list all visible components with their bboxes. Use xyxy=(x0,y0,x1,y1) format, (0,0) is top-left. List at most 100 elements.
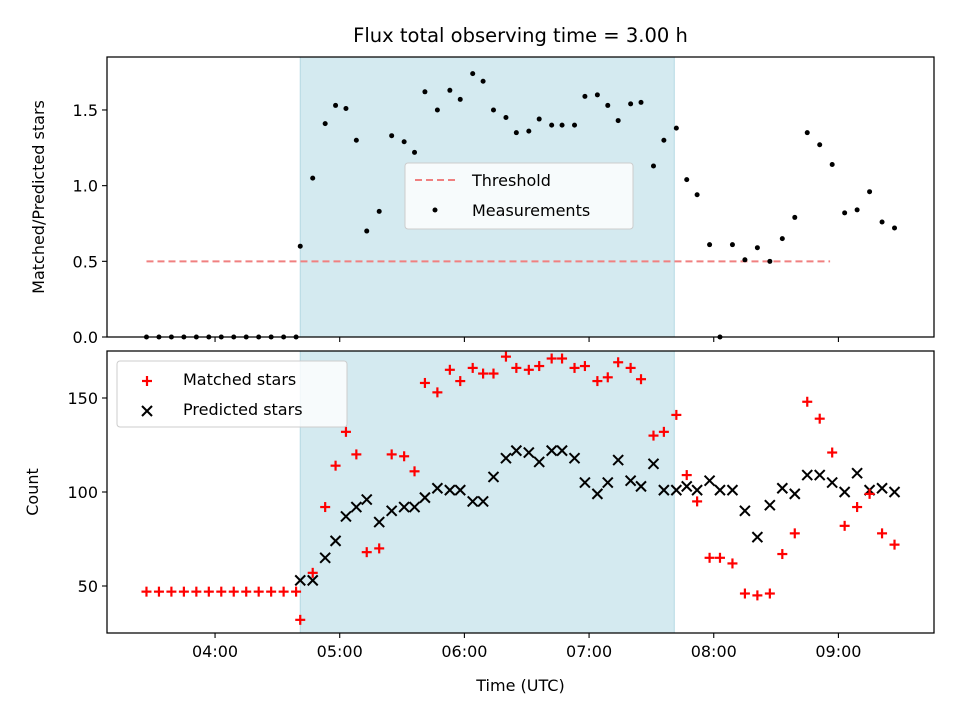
x-stroke xyxy=(591,488,604,500)
measurement-point xyxy=(343,105,349,111)
predicted-point xyxy=(487,471,500,483)
matched-point xyxy=(877,528,888,539)
x-tick-label: 09:00 xyxy=(815,642,861,661)
measurement-point xyxy=(470,71,476,77)
legend-bottom: Matched stars Predicted stars xyxy=(116,360,348,428)
top-panel: 0.0 0.5 1.0 1.5 Matched/Predicted stars Thr… xyxy=(29,56,935,347)
matched-point xyxy=(374,543,385,554)
matched-point xyxy=(455,376,466,387)
measurement-point xyxy=(559,122,565,128)
matched-point xyxy=(253,586,264,597)
matched-point xyxy=(141,586,152,597)
predicted-point xyxy=(350,501,363,513)
measurement-point xyxy=(310,175,316,181)
matched-point xyxy=(178,586,189,597)
x-stroke xyxy=(764,499,776,511)
matched-point xyxy=(409,466,420,477)
predicted-point xyxy=(579,476,591,489)
x-stroke xyxy=(431,482,444,494)
matched-point xyxy=(764,588,775,599)
measurement-point xyxy=(684,177,690,183)
matched-point xyxy=(802,396,813,407)
x-stroke xyxy=(373,516,385,528)
y-tick-label-bottom: 50 xyxy=(78,577,98,596)
x-tick-label: 06:00 xyxy=(441,642,487,661)
measurement-point xyxy=(792,214,798,220)
x-stroke xyxy=(726,484,739,496)
predicted-point xyxy=(714,484,726,496)
legend-x-marker xyxy=(141,405,153,417)
x-stroke xyxy=(624,475,637,487)
x-stroke xyxy=(350,501,363,513)
matched-point xyxy=(320,502,331,513)
matched-point xyxy=(511,362,522,373)
predicted-point xyxy=(726,484,739,496)
predicted-point xyxy=(500,452,512,464)
x-stroke xyxy=(556,444,568,457)
predicted-point xyxy=(624,475,637,487)
x-stroke xyxy=(579,476,591,489)
legend-matched-label: Matched stars xyxy=(183,370,296,389)
measurement-point xyxy=(364,228,370,234)
predicted-point xyxy=(545,444,558,457)
measurement-point xyxy=(333,102,339,108)
predicted-point xyxy=(307,574,319,587)
y-axis-label-bottom: Count xyxy=(23,468,42,516)
x-stroke xyxy=(612,454,624,466)
measurement-point xyxy=(817,142,823,148)
x-stroke xyxy=(658,484,670,496)
predicted-point xyxy=(851,467,863,479)
predicted-point xyxy=(658,484,670,496)
x-tick-label: 07:00 xyxy=(566,642,612,661)
predicted-point xyxy=(568,452,581,464)
measurement-point xyxy=(829,161,835,167)
predicted-point xyxy=(510,444,523,457)
measurement-point xyxy=(729,242,735,248)
x-stroke xyxy=(776,482,789,494)
x-stroke xyxy=(670,484,683,496)
x-stroke xyxy=(647,458,660,470)
measurement-point xyxy=(389,133,395,139)
measurement-point xyxy=(412,149,418,155)
measurement-point xyxy=(457,96,463,102)
matched-point xyxy=(228,586,239,597)
matched-point xyxy=(386,449,397,460)
matched-point xyxy=(488,368,499,379)
chart-title: Flux total observing time = 3.00 h xyxy=(353,24,688,47)
predicted-point xyxy=(681,480,693,493)
legend-predicted-swatch xyxy=(141,405,153,417)
matched-point xyxy=(534,361,545,372)
predicted-point xyxy=(591,488,604,500)
y-tick-label-top: 1.5 xyxy=(73,101,98,120)
x-stroke xyxy=(533,456,545,468)
measurement-point xyxy=(638,99,644,105)
predicted-point xyxy=(533,456,545,468)
matched-point xyxy=(602,372,613,383)
measurement-point xyxy=(615,118,621,124)
matched-point xyxy=(216,586,227,597)
predicted-point xyxy=(703,475,716,487)
matched-point xyxy=(153,586,164,597)
x-stroke xyxy=(789,488,801,500)
matched-point xyxy=(681,470,692,481)
y-tick-label-bottom: 100 xyxy=(67,483,98,502)
predicted-point xyxy=(888,486,901,498)
matched-point xyxy=(648,430,659,441)
legend-predicted-label: Predicted stars xyxy=(183,400,303,419)
matched-point xyxy=(592,376,603,387)
matched-point xyxy=(432,387,443,398)
x-stroke xyxy=(510,444,523,457)
x-stroke xyxy=(467,495,479,508)
x-stroke xyxy=(545,444,558,457)
matched-point xyxy=(166,586,177,597)
observing-window-shade-bottom xyxy=(299,350,675,634)
measurement-point xyxy=(353,137,359,143)
x-stroke xyxy=(340,510,352,523)
x-stroke xyxy=(681,480,693,493)
legend-box-top xyxy=(404,162,634,230)
matched-point xyxy=(671,409,682,420)
matched-point xyxy=(307,567,318,578)
matched-point xyxy=(839,520,850,531)
measurement-point xyxy=(779,236,785,242)
